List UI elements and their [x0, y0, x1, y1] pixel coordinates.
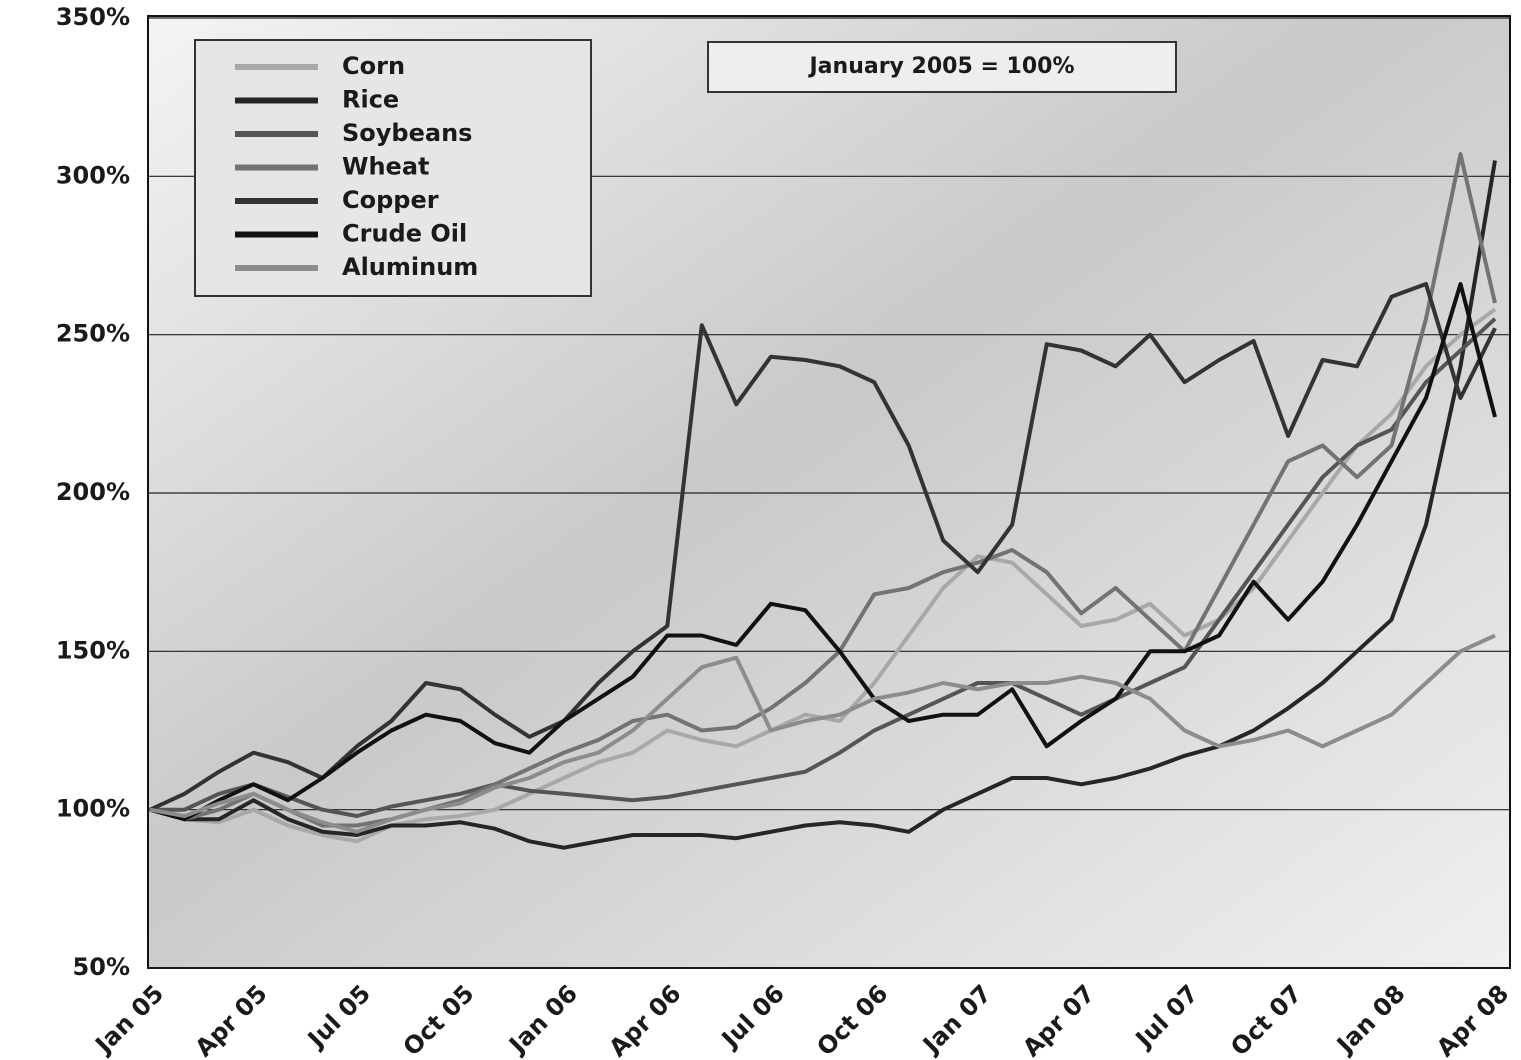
legend-label: Soybeans	[342, 119, 472, 147]
series-line	[149, 282, 1497, 812]
annotation: January 2005 = 100%	[808, 54, 1075, 79]
x-tick-label: Jul 07	[1129, 979, 1204, 1054]
x-tick-label: Jan 06	[502, 979, 583, 1060]
series-line	[149, 152, 1497, 828]
annotation-box	[707, 41, 1177, 93]
legend-label: Wheat	[342, 153, 430, 181]
series-line	[149, 633, 1496, 834]
series-line	[149, 282, 1497, 822]
x-tick-label: Jul 06	[715, 979, 790, 1054]
legend-label: Corn	[342, 52, 405, 80]
legend-label: Aluminum	[342, 253, 478, 281]
x-tick-label: Jan 05	[89, 979, 170, 1060]
x-tick-label: Jan 08	[1330, 979, 1411, 1060]
legend-label: Crude Oil	[342, 220, 467, 248]
series-line	[150, 317, 1497, 818]
x-tick-label: Jul 05	[301, 979, 376, 1054]
series-line	[149, 160, 1497, 850]
x-tick-label: Oct 06	[811, 979, 893, 1060]
y-tick-label: 100%	[56, 795, 130, 823]
x-tick-label: Apr 07	[1017, 979, 1100, 1060]
y-tick-label: 250%	[56, 320, 130, 348]
x-tick-label: Oct 05	[398, 979, 480, 1060]
legend-label: Copper	[342, 186, 439, 214]
x-tick-label: Apr 08	[1431, 979, 1514, 1060]
x-tick-label: Oct 07	[1225, 979, 1307, 1060]
x-tick-label: Apr 06	[604, 979, 687, 1060]
y-tick-label: 350%	[56, 3, 130, 31]
y-tick-label: 50%	[73, 953, 130, 981]
x-tick-label: Jan 07	[916, 979, 997, 1060]
legend-label: Rice	[342, 86, 399, 114]
x-tick-label: Apr 05	[190, 979, 273, 1060]
y-tick-label: 200%	[56, 478, 130, 506]
y-tick-label: 300%	[56, 161, 130, 189]
y-tick-label: 150%	[56, 636, 130, 664]
